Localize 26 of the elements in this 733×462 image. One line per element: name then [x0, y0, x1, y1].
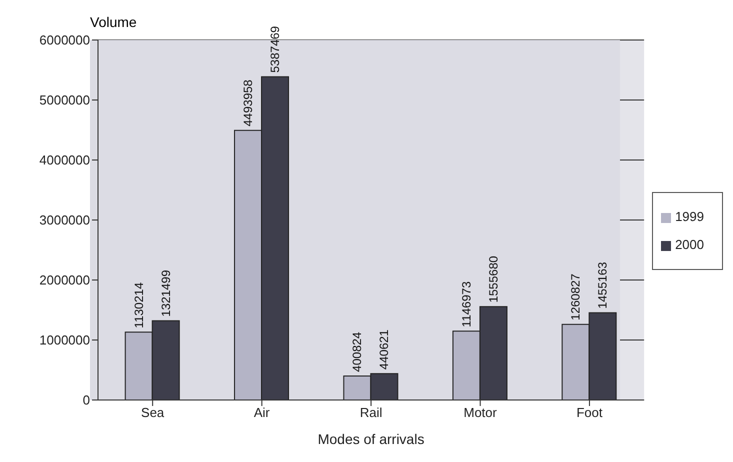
data-label: 5387469 [268, 26, 282, 73]
y-tick-label: 3000000 [39, 212, 90, 228]
data-label: 1260827 [568, 273, 583, 320]
data-label: 1130214 [132, 282, 146, 328]
y-tick-label: 1000000 [39, 332, 90, 348]
data-label: 1455163 [596, 262, 610, 309]
legend-label: 1999 [675, 209, 704, 224]
data-label: 1321499 [158, 270, 173, 317]
y-axis-title: Volume [90, 14, 137, 30]
data-label: 4493958 [241, 79, 256, 126]
data-label: 400824 [350, 332, 364, 372]
x-axis-title: Modes of arrivals [318, 431, 424, 447]
y-tick-label: 0 [82, 392, 90, 408]
x-tick-label: Rail [360, 405, 382, 420]
x-tick-label: Air [254, 405, 270, 420]
x-tick-label: Motor [464, 405, 498, 420]
legend-label: 2000 [675, 237, 704, 252]
y-tick-label: 6000000 [39, 32, 90, 48]
y-tick-label: 2000000 [39, 272, 90, 288]
data-label: 1146973 [459, 281, 474, 328]
data-label: 1555680 [486, 256, 500, 303]
data-label: 440621 [377, 329, 392, 370]
y-tick-label: 4000000 [39, 152, 90, 168]
y-tick-label: 5000000 [39, 92, 90, 108]
x-tick-label: Sea [141, 405, 165, 420]
x-tick-label: Foot [576, 405, 603, 420]
